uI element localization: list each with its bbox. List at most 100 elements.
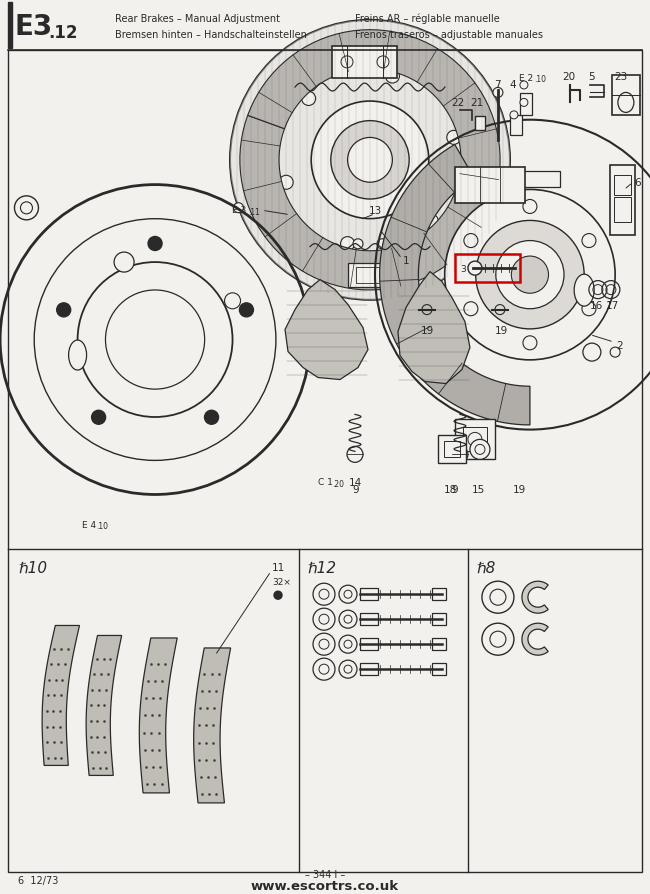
Circle shape xyxy=(339,661,357,679)
Bar xyxy=(432,588,446,601)
Circle shape xyxy=(610,348,620,358)
Text: www.escortrs.co.uk: www.escortrs.co.uk xyxy=(251,879,399,892)
Text: 9: 9 xyxy=(452,485,458,494)
Text: 14: 14 xyxy=(348,477,361,487)
Polygon shape xyxy=(86,636,122,776)
Bar xyxy=(348,264,392,287)
Text: 19: 19 xyxy=(514,485,526,494)
Text: E 3: E 3 xyxy=(232,206,246,215)
Text: 2: 2 xyxy=(617,340,623,350)
Circle shape xyxy=(582,234,596,249)
Circle shape xyxy=(475,445,485,455)
Text: 16: 16 xyxy=(590,300,603,310)
Circle shape xyxy=(205,411,218,425)
Circle shape xyxy=(331,122,409,199)
Circle shape xyxy=(224,293,240,309)
Polygon shape xyxy=(42,626,79,765)
Circle shape xyxy=(280,176,293,190)
Circle shape xyxy=(339,636,357,654)
Text: 6  12/73: 6 12/73 xyxy=(18,874,58,885)
Circle shape xyxy=(377,57,389,69)
Circle shape xyxy=(339,611,357,628)
Text: 4: 4 xyxy=(510,80,516,89)
Circle shape xyxy=(339,586,357,603)
Text: 15: 15 xyxy=(471,485,484,494)
Text: 7: 7 xyxy=(493,80,501,89)
Circle shape xyxy=(114,253,134,273)
Text: E 2: E 2 xyxy=(519,74,533,83)
Polygon shape xyxy=(240,116,492,291)
Circle shape xyxy=(302,92,316,106)
Text: .10: .10 xyxy=(96,522,108,531)
Text: ℏ10: ℏ10 xyxy=(18,560,47,575)
Circle shape xyxy=(311,102,429,219)
Bar xyxy=(520,94,532,115)
Circle shape xyxy=(520,82,528,89)
Circle shape xyxy=(497,204,506,214)
Text: Freins AR – réglable manuelle: Freins AR – réglable manuelle xyxy=(355,13,500,24)
Circle shape xyxy=(313,584,335,605)
Bar xyxy=(432,663,446,675)
Circle shape xyxy=(468,262,482,276)
Text: 17: 17 xyxy=(606,300,619,310)
Circle shape xyxy=(313,634,335,655)
Polygon shape xyxy=(285,280,368,380)
Bar xyxy=(455,420,495,460)
Ellipse shape xyxy=(69,341,86,371)
Circle shape xyxy=(313,659,335,680)
Bar xyxy=(510,115,522,136)
Bar xyxy=(500,172,560,188)
Circle shape xyxy=(317,287,327,297)
Text: E 4: E 4 xyxy=(82,520,96,529)
Text: ℏ12: ℏ12 xyxy=(307,560,336,575)
Text: .10: .10 xyxy=(534,75,546,84)
Circle shape xyxy=(413,287,423,297)
Circle shape xyxy=(582,302,596,316)
Circle shape xyxy=(445,190,615,360)
Bar xyxy=(360,613,378,626)
Bar xyxy=(360,663,378,675)
Text: 23: 23 xyxy=(614,72,627,82)
Bar xyxy=(356,267,384,283)
Circle shape xyxy=(274,592,282,600)
Circle shape xyxy=(583,343,601,362)
Circle shape xyxy=(468,433,482,447)
Circle shape xyxy=(510,112,518,120)
Text: Rear Brakes – Manual Adjustment: Rear Brakes – Manual Adjustment xyxy=(115,14,280,24)
Text: 22: 22 xyxy=(451,98,465,108)
Circle shape xyxy=(523,336,537,350)
Bar xyxy=(360,588,378,601)
Bar xyxy=(360,638,378,651)
Circle shape xyxy=(520,99,528,107)
Bar xyxy=(455,255,520,283)
Bar xyxy=(463,428,487,451)
Ellipse shape xyxy=(574,274,594,307)
Text: 9: 9 xyxy=(353,485,359,494)
Text: Bremsen hinten – Handschalteinstellen: Bremsen hinten – Handschalteinstellen xyxy=(115,30,307,40)
Polygon shape xyxy=(248,30,500,205)
Circle shape xyxy=(464,234,478,249)
Polygon shape xyxy=(194,648,231,803)
Text: Frenos traseros – adjustable manuales: Frenos traseros – adjustable manuales xyxy=(355,30,543,40)
Text: .20: .20 xyxy=(332,480,344,489)
Circle shape xyxy=(464,302,478,316)
Bar xyxy=(432,638,446,651)
Text: 5: 5 xyxy=(589,72,595,82)
Circle shape xyxy=(341,57,353,69)
Circle shape xyxy=(148,237,162,251)
Bar xyxy=(610,165,635,235)
Circle shape xyxy=(341,238,354,251)
Circle shape xyxy=(239,304,254,317)
Circle shape xyxy=(482,582,514,613)
Bar xyxy=(432,613,446,626)
Circle shape xyxy=(348,139,393,183)
Text: 3: 3 xyxy=(460,265,466,274)
Circle shape xyxy=(452,447,468,463)
Text: C 1: C 1 xyxy=(318,477,333,486)
Polygon shape xyxy=(398,273,470,384)
Polygon shape xyxy=(522,623,548,655)
Circle shape xyxy=(313,609,335,630)
Circle shape xyxy=(523,200,537,215)
Circle shape xyxy=(230,21,510,300)
Text: 20: 20 xyxy=(562,72,575,82)
